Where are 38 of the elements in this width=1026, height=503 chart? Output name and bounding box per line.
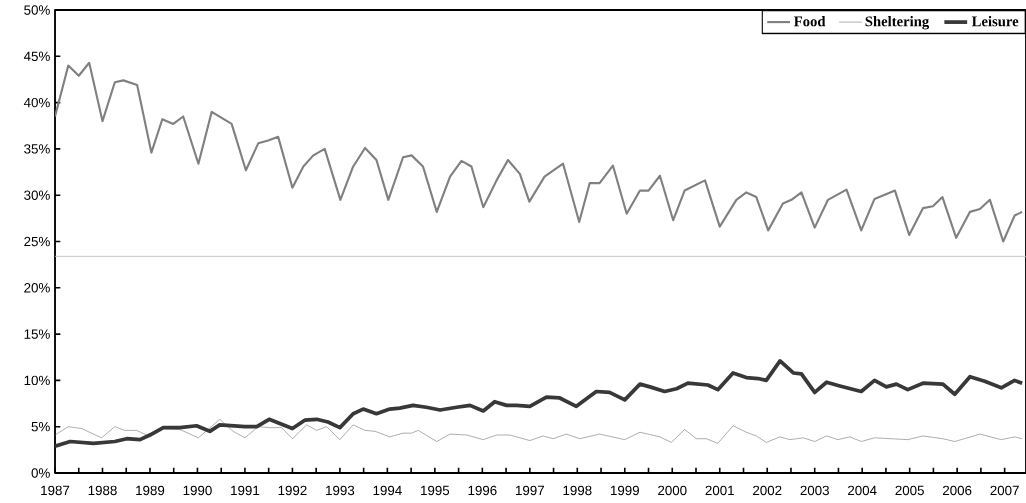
y-tick-label: 0%: [31, 468, 50, 478]
x-tick-label: 2004: [848, 485, 877, 496]
x-tick-label: 2006: [942, 485, 972, 496]
x-tick-label: 2001: [705, 485, 734, 496]
y-tick-label: 40%: [23, 97, 50, 108]
x-tick-label: 1999: [610, 485, 639, 496]
line-series: [55, 359, 1025, 448]
line-series: [55, 61, 1024, 243]
x-tick-label: 1997: [516, 485, 544, 496]
y-tick-label: 5%: [31, 421, 50, 432]
legend-label: Food: [793, 16, 826, 27]
y-tick-label: 50%: [24, 5, 50, 15]
x-tick-label: 2005: [895, 485, 924, 496]
x-tick-label: 1989: [136, 485, 165, 496]
x-tick-label: 1995: [421, 485, 450, 496]
x-tick-label: 1987: [41, 485, 70, 496]
x-tick-label: 1990: [183, 485, 212, 496]
y-tick-label: 35%: [24, 144, 50, 154]
x-tick-label: 1993: [326, 485, 355, 496]
x-tick-label: 1996: [468, 485, 497, 496]
x-tick-label: 1998: [563, 485, 592, 496]
legend-label: Leisure: [971, 16, 1019, 27]
x-tick-label: 2003: [800, 485, 829, 496]
x-tick-label: 1992: [278, 485, 307, 496]
x-tick-label: 1994: [373, 485, 402, 496]
x-tick-label: 2000: [658, 485, 687, 496]
legend-label: Sheltering: [865, 16, 930, 30]
x-tick-label: 1988: [88, 485, 117, 496]
y-tick-label: 30%: [24, 190, 50, 200]
y-tick-label: 15%: [24, 329, 50, 339]
x-tick-label: 2002: [753, 485, 782, 496]
x-tick-label: 1991: [231, 485, 260, 496]
y-tick-label: 25%: [24, 236, 50, 247]
y-tick-label: 20%: [24, 283, 50, 293]
y-tick-label: 10%: [24, 375, 50, 386]
x-tick-label: 2007: [990, 485, 1019, 496]
line-series: [55, 419, 1023, 444]
y-tick-label: 45%: [23, 51, 50, 61]
